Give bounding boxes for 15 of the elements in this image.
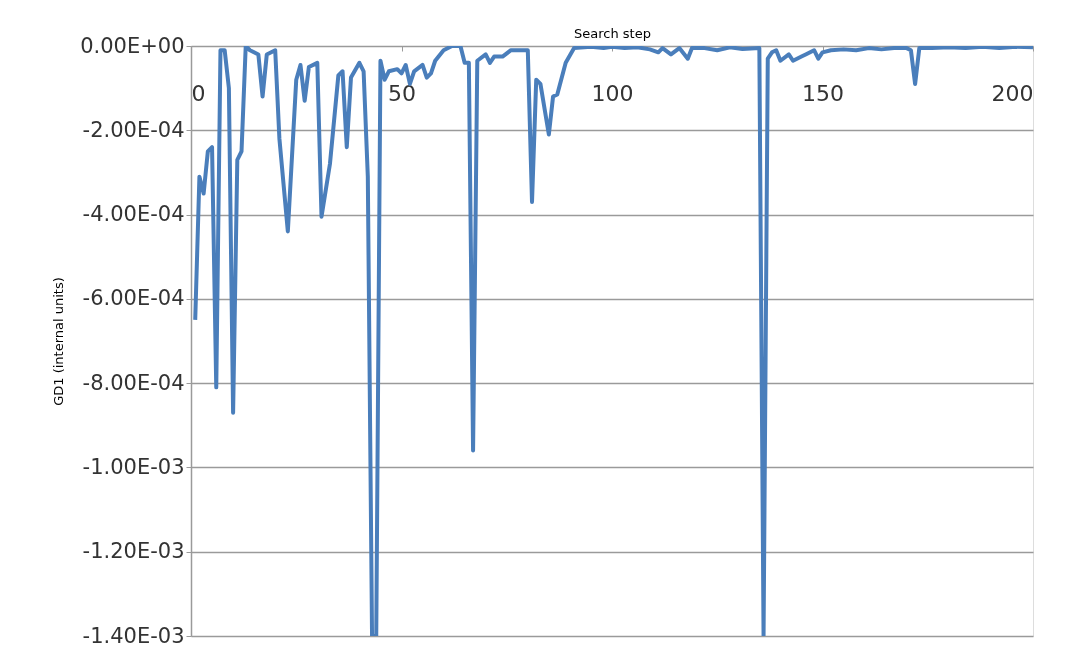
x-tick-label: 50	[388, 80, 416, 106]
x-tick-label: 0	[191, 80, 206, 106]
y-tick-label: -8.00E-04	[82, 370, 185, 395]
x-tick-label: 100	[591, 80, 634, 106]
x-tick-label: 200	[991, 80, 1034, 106]
x-tick-label: 150	[802, 80, 844, 106]
y-tick-label: -6.00E-04	[82, 286, 185, 311]
y-tick-label: -1.00E-03	[82, 454, 185, 479]
y-tick-label: -1.20E-03	[82, 539, 185, 564]
y-tick-label: 0.00E+00	[80, 33, 185, 58]
y-tick-label: -4.00E-04	[82, 202, 185, 227]
y-tick-label: -2.00E-04	[82, 117, 185, 142]
y-tick-label: -1.40E-03	[82, 623, 185, 648]
y-axis-title: GD1 (internal units)	[51, 277, 67, 406]
x-axis-title: Search step	[574, 25, 651, 41]
